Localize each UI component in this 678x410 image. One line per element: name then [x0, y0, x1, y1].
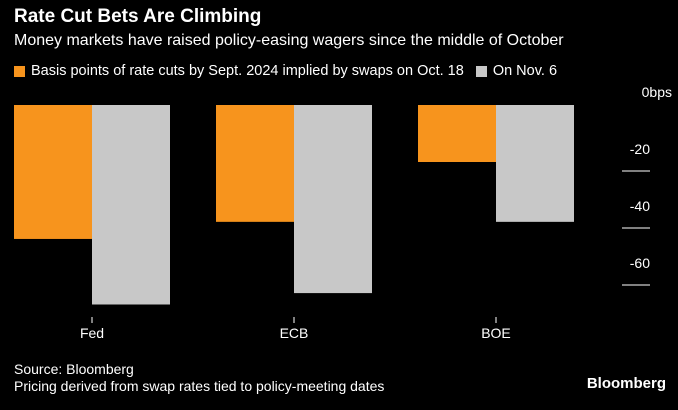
legend-label-nov6: On Nov. 6 — [492, 63, 558, 79]
legend: Basis points of rate cuts by Sept. 2024 … — [14, 63, 569, 79]
x-tick-label-ecb: ECB — [280, 325, 309, 341]
bar-ecb-nov6 — [294, 105, 372, 294]
bar-fed-oct18 — [14, 105, 92, 239]
bar-boe-nov6 — [496, 105, 574, 222]
legend-swatch-nov6 — [475, 65, 487, 77]
source-note: Source: Bloomberg — [14, 361, 134, 377]
y-tick-label-3: -60 — [630, 255, 650, 271]
bloomberg-logo: Bloomberg — [586, 375, 666, 392]
legend-swatch-oct18 — [14, 65, 25, 77]
legend-item-nov6: On Nov. 6 — [475, 63, 558, 79]
x-tick-label-boe: BOE — [481, 325, 511, 341]
legend-label-oct18: Basis points of rate cuts by Sept. 2024 … — [31, 63, 464, 79]
chart-subtitle: Money markets have raised policy-easing … — [14, 32, 564, 49]
x-tick-label-fed: Fed — [80, 325, 104, 341]
y-tick-label-2: -40 — [630, 198, 650, 214]
y-tick-label-0: 0bps — [642, 84, 672, 100]
y-tick-label-1: -20 — [630, 141, 650, 157]
bar-ecb-oct18 — [216, 105, 294, 222]
bar-fed-nov6 — [92, 105, 170, 305]
bar-boe-oct18 — [418, 105, 496, 162]
chart-title: Rate Cut Bets Are Climbing — [14, 6, 262, 27]
legend-item-oct18: Basis points of rate cuts by Sept. 2024 … — [14, 63, 464, 79]
methodology-note: Pricing derived from swap rates tied to … — [14, 378, 385, 394]
